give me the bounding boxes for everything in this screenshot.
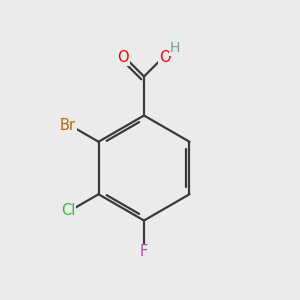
Text: H: H (169, 41, 180, 56)
Text: Br: Br (60, 118, 76, 133)
Text: Cl: Cl (61, 203, 75, 218)
Text: F: F (140, 244, 148, 260)
Text: O: O (159, 50, 170, 65)
Text: O: O (118, 50, 129, 65)
